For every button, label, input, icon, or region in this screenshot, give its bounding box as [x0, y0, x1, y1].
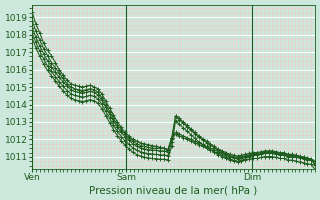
X-axis label: Pression niveau de la mer( hPa ): Pression niveau de la mer( hPa ) [90, 185, 258, 195]
